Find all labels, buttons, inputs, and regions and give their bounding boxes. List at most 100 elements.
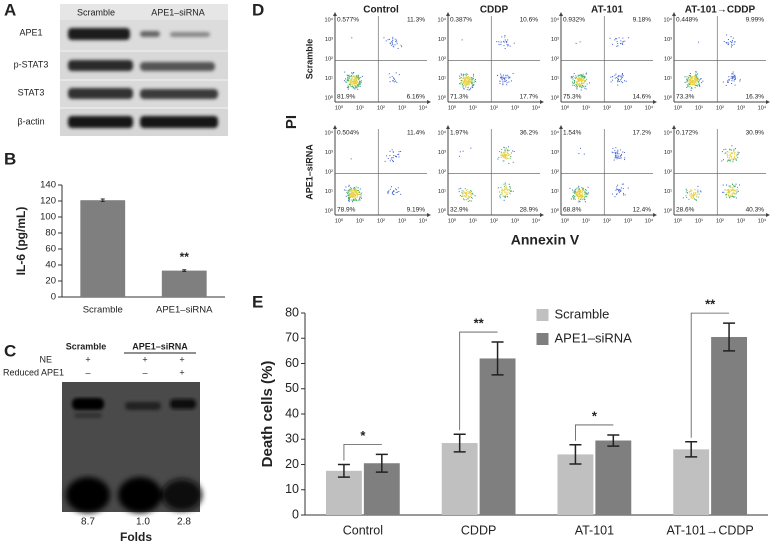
flow-dot	[728, 158, 730, 160]
flow-dot	[357, 83, 359, 85]
flow-dot	[508, 78, 510, 80]
flow-dot	[355, 188, 357, 190]
flow-dot	[396, 39, 398, 41]
error-bar	[569, 444, 582, 465]
flow-dot	[579, 41, 581, 43]
flow-dot	[729, 41, 731, 43]
flow-dot	[737, 157, 739, 159]
flow-dot	[700, 191, 702, 193]
flow-dot	[387, 157, 389, 159]
flow-dot	[688, 192, 690, 194]
x-tick-label: AT-101→CDDP	[666, 523, 753, 537]
flow-dot	[692, 196, 694, 198]
flow-dot	[464, 84, 466, 86]
flow-dot	[349, 80, 351, 82]
flow-dot	[469, 193, 471, 195]
flow-dot	[690, 189, 692, 191]
error-bar	[453, 433, 466, 453]
flow-dot	[618, 157, 620, 159]
flow-dot	[347, 195, 349, 197]
flow-dot	[571, 76, 573, 78]
gel-column: Scramble	[66, 341, 107, 351]
flow-dot	[728, 189, 730, 191]
flow-dot	[729, 191, 731, 193]
flow-dot	[687, 85, 689, 87]
flow-dot	[578, 78, 580, 80]
flow-dot	[618, 81, 620, 83]
flow-dot	[686, 76, 688, 78]
flow-dot	[730, 77, 732, 79]
flow-dot	[392, 161, 394, 163]
flow-dots	[684, 34, 741, 91]
flow-dot	[728, 76, 730, 78]
flow-dot	[619, 79, 621, 81]
flow-dot	[694, 85, 696, 87]
flow-dot	[471, 77, 473, 79]
flow-dot	[356, 194, 358, 196]
flow-dot	[571, 81, 573, 83]
flow-dot	[694, 194, 696, 196]
flow-dot	[462, 83, 464, 85]
flow-dot	[726, 151, 728, 153]
flow-dot	[732, 158, 734, 160]
flow-dot	[691, 197, 693, 199]
flow-dot	[581, 199, 583, 201]
flow-dot	[356, 80, 358, 82]
flow-dot	[505, 186, 507, 188]
flow-dot	[727, 191, 729, 193]
flow-dot	[512, 161, 514, 163]
flow-tick-label: 10⁴	[325, 16, 334, 23]
significance: *	[592, 408, 598, 423]
flow-dot	[355, 190, 357, 192]
flow-dot	[465, 190, 467, 192]
flow-dot	[352, 85, 354, 87]
flow-dot	[349, 193, 351, 195]
significance: **	[705, 297, 716, 312]
flow-dot	[730, 155, 732, 157]
flow-dot	[617, 42, 619, 44]
flow-dot	[393, 194, 395, 196]
flow-dot	[504, 152, 506, 154]
flow-dot	[732, 187, 734, 189]
flow-dot	[694, 189, 696, 191]
flow-dot	[350, 80, 352, 82]
flow-dot	[584, 196, 586, 198]
flow-tick-label: 10⁰	[674, 104, 683, 111]
flow-dot	[729, 197, 731, 199]
flow-dot	[471, 79, 473, 81]
flow-dot	[572, 189, 574, 191]
flow-dot	[695, 76, 697, 78]
flow-dot	[505, 154, 507, 156]
flow-tick-label: 10²	[325, 56, 333, 62]
flow-dot	[624, 151, 626, 153]
flow-dot	[503, 155, 505, 157]
flow-dot	[575, 190, 577, 192]
flow-arrow	[559, 125, 657, 217]
flow-dot	[583, 82, 585, 84]
flow-dot	[355, 199, 357, 201]
flow-dot	[576, 78, 578, 80]
flow-dot	[570, 198, 572, 200]
blot-band	[140, 31, 160, 37]
flow-dot	[351, 77, 353, 79]
flow-dot	[622, 194, 624, 196]
flow-dot	[695, 196, 697, 198]
flow-dot	[695, 79, 697, 81]
flow-dot	[617, 157, 619, 159]
flow-dot	[503, 45, 505, 47]
flow-dot	[583, 191, 585, 193]
fold-value: 2.8	[177, 517, 191, 528]
flow-dot	[731, 72, 733, 74]
flow-dot	[578, 83, 580, 85]
flow-dot	[580, 87, 582, 89]
flow-dot	[581, 191, 583, 193]
flow-dot	[584, 201, 586, 203]
flow-dot	[350, 191, 352, 193]
bar	[479, 358, 516, 515]
flow-dot	[509, 193, 511, 195]
flow-tick-label: 10¹	[325, 189, 333, 195]
quadrant-percent: 32.9%	[450, 207, 469, 214]
flow-dot	[733, 148, 735, 150]
flow-dot	[505, 77, 507, 79]
flow-dot	[622, 75, 624, 77]
